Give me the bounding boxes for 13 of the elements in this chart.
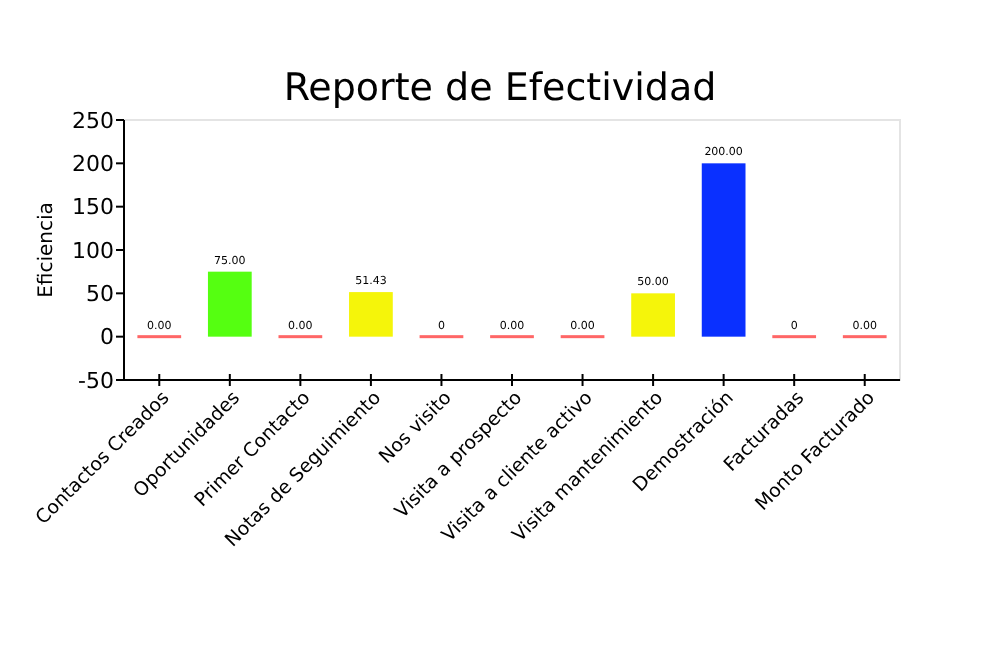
bar bbox=[631, 293, 675, 337]
y-tick-label: -50 bbox=[78, 367, 114, 394]
y-tick-label: 150 bbox=[72, 194, 114, 221]
bar bbox=[701, 163, 746, 337]
y-axis-title: Eficiencia bbox=[36, 202, 58, 298]
bar bbox=[207, 271, 252, 337]
y-tick-label: 50 bbox=[86, 281, 114, 308]
y-tick-label: 200 bbox=[72, 151, 114, 178]
y-tick-label: 100 bbox=[72, 237, 114, 264]
y-tick-label: 250 bbox=[72, 107, 114, 134]
bar bbox=[349, 292, 393, 337]
chart-title: Reporte de Efectividad bbox=[283, 66, 717, 110]
y-tick-label: 0 bbox=[100, 324, 114, 351]
